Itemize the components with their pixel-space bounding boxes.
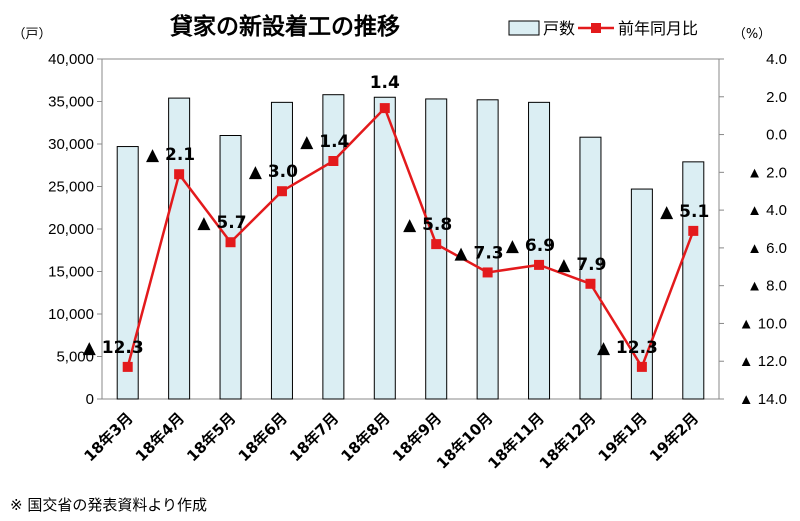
bar — [270, 101, 293, 400]
data-label: ▲ 12.3 — [83, 338, 144, 358]
line-point — [225, 237, 236, 248]
line-point — [122, 361, 133, 372]
source-note: ※ 国交省の発表資料より作成 — [10, 496, 208, 514]
right-axis-tick-label: ▲ 8.0 — [747, 278, 787, 295]
bar — [116, 146, 139, 400]
category-label: 18年8月 — [338, 409, 394, 465]
category-label: 18年12月 — [536, 409, 599, 472]
data-label: ▲ 1.4 — [300, 132, 349, 152]
data-label: ▲ 6.9 — [506, 236, 555, 256]
legend-line-label: 前年同月比 — [618, 19, 698, 38]
line-point — [276, 186, 287, 197]
bar — [630, 188, 653, 400]
legend: 戸数 前年同月比 — [508, 19, 698, 38]
category-label: 18年7月 — [286, 409, 342, 465]
left-axis-unit: （戸） — [12, 27, 51, 42]
plot-area: 0 5,000 10,000 15,000 20,000 25,000 30,000 35,0… — [48, 51, 787, 473]
right-axis-tick-label: ▲ 6.0 — [747, 240, 787, 257]
line-point — [585, 278, 596, 289]
line-point — [636, 361, 647, 372]
line-point — [379, 103, 390, 114]
category-label: 19年1月 — [595, 409, 651, 465]
data-label: ▲ 2.1 — [146, 145, 195, 165]
category-label: 18年4月 — [132, 409, 188, 465]
left-axis-tick-label: 10,000 — [48, 306, 94, 323]
line-point — [174, 169, 185, 180]
data-label: ▲ 5.8 — [403, 215, 452, 235]
right-axis-tick-label: ▲ 10.0 — [739, 315, 787, 332]
left-axis-tick-label: 25,000 — [48, 179, 94, 196]
right-axis-tick-label: ▲ 2.0 — [747, 164, 787, 181]
category-label: 18年6月 — [235, 409, 291, 465]
line-point — [328, 156, 339, 166]
bar — [579, 136, 602, 400]
right-axis-tick-label: 2.0 — [766, 89, 787, 106]
category-label: 18年3月 — [80, 409, 136, 465]
data-label: ▲ 3.0 — [249, 162, 298, 182]
bar — [322, 94, 345, 400]
bar — [528, 101, 551, 400]
category-label: 19年2月 — [646, 409, 702, 465]
left-axis-tick-label: 5,000 — [56, 349, 94, 366]
left-axis-tick-label: 0 — [86, 391, 94, 408]
left-axis-tick-label: 40,000 — [48, 51, 94, 68]
line-point — [482, 267, 493, 278]
data-label: 1.4 — [370, 73, 400, 93]
legend-bar-swatch — [508, 20, 540, 36]
left-axis-tick-label: 30,000 — [48, 136, 94, 153]
right-axis-tick-label: ▲ 14.0 — [739, 391, 787, 408]
chart-title: 貸家の新設着工の推移 — [170, 13, 400, 40]
legend-bar-label: 戸数 — [543, 19, 575, 38]
category-label: 18年5月 — [183, 409, 239, 465]
data-label: ▲ 5.7 — [197, 213, 246, 233]
right-axis-unit: （%） — [733, 27, 771, 42]
legend-line-marker — [591, 23, 601, 33]
bar — [168, 97, 191, 400]
right-axis-tick-label: ▲ 12.0 — [739, 353, 787, 370]
yoy-line — [126, 105, 695, 370]
left-axis-tick-label: 20,000 — [48, 221, 94, 238]
left-axis-tick-label: 15,000 — [48, 264, 94, 281]
data-label: ▲ 7.9 — [557, 255, 606, 275]
data-label: ▲ 12.3 — [597, 338, 658, 358]
data-label: ▲ 7.3 — [455, 243, 504, 263]
right-axis-tick-label: 4.0 — [766, 51, 787, 68]
right-axis-tick-label: 0.0 — [766, 127, 787, 144]
left-axis-tick-label: 35,000 — [48, 94, 94, 111]
line-point — [534, 259, 545, 270]
line-point — [431, 239, 442, 250]
bar — [373, 96, 396, 400]
bar — [219, 135, 242, 400]
right-axis-tick-label: ▲ 4.0 — [747, 202, 787, 219]
line-point — [688, 225, 699, 236]
bar — [476, 99, 499, 400]
data-label: ▲ 5.1 — [660, 202, 709, 222]
bar — [682, 161, 705, 400]
